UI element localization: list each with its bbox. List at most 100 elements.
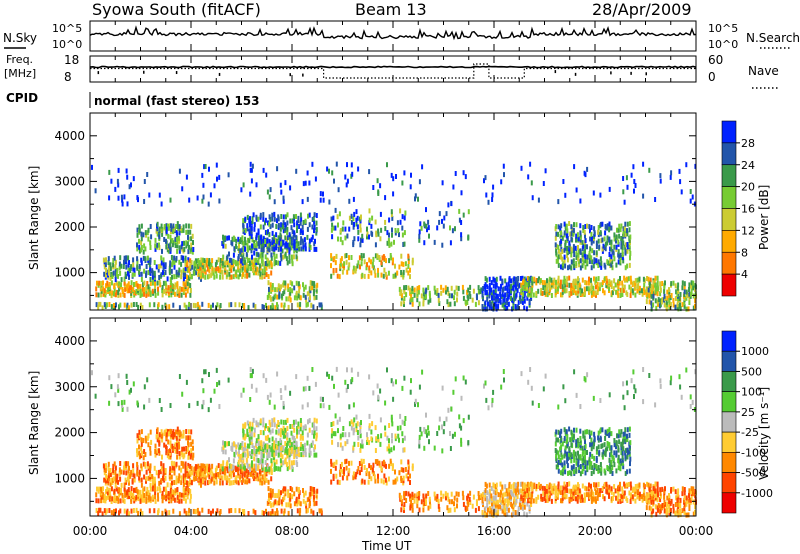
power-cell: [267, 258, 270, 264]
power-cell: [187, 282, 190, 288]
velocity-cell: [112, 463, 115, 469]
velocity-cell: [250, 439, 253, 445]
velocity-cell: [269, 511, 272, 517]
power-cell: [654, 275, 657, 281]
velocity-cell: [492, 482, 495, 488]
velocity-cell: [254, 510, 257, 516]
power-cell: [405, 285, 408, 290]
velocity-cell: [269, 501, 272, 506]
velocity-cell: [138, 454, 141, 460]
power-cell: [403, 170, 406, 176]
power-cell: [404, 210, 407, 216]
power-cell: [149, 266, 152, 272]
power-cell: [389, 253, 392, 258]
velocity-cell: [315, 500, 318, 506]
power-cell: [273, 216, 276, 222]
velocity-cell: [426, 432, 428, 438]
power-cell: [197, 258, 200, 263]
power-cell: [286, 235, 289, 241]
power-cell: [185, 240, 188, 246]
power-cell: [313, 288, 315, 294]
power-cell: [264, 261, 267, 266]
power-cell: [368, 208, 371, 214]
power-cell: [273, 234, 276, 240]
velocity-cell: [435, 496, 438, 502]
velocity-cell: [394, 469, 396, 475]
power-cell: [330, 273, 333, 279]
velocity-cell: [610, 496, 613, 502]
power-cell: [315, 294, 318, 300]
velocity-cell: [255, 451, 258, 457]
nave-trace: [90, 63, 696, 79]
velocity-cell: [521, 501, 524, 507]
velocity-cell: [158, 480, 161, 486]
velocity-cell: [243, 472, 246, 478]
power-cell: [679, 302, 681, 308]
power-cell: [209, 192, 212, 198]
power-cell: [251, 254, 253, 260]
power-cell: [520, 165, 523, 171]
power-cell: [605, 282, 608, 288]
power-cell: [255, 182, 258, 188]
power-cell: [174, 236, 177, 242]
power-cell: [212, 302, 214, 308]
power-cell: [334, 225, 337, 231]
velocity-cell: [555, 464, 558, 470]
power-cell: [164, 270, 167, 275]
velocity-cell: [555, 437, 558, 443]
velocity-cell: [114, 474, 117, 480]
power-cell: [488, 282, 491, 288]
power-cell: [400, 289, 403, 295]
velocity-cell: [108, 508, 111, 513]
power-cell: [603, 236, 606, 242]
velocity-cell: [543, 496, 546, 501]
velocity-cell: [269, 488, 272, 494]
power-cell: [227, 172, 230, 178]
velocity-cell: [462, 495, 465, 501]
velocity-cell: [172, 429, 175, 435]
velocity-cell: [204, 475, 207, 481]
power-cell: [108, 282, 111, 287]
power-cell: [226, 260, 229, 265]
power-cell: [269, 224, 272, 230]
power-cell: [692, 280, 695, 286]
power-cell: [370, 230, 373, 236]
power-cell: [190, 246, 193, 252]
power-cell: [298, 288, 301, 294]
velocity-cell: [267, 434, 269, 440]
power-cell: [208, 268, 211, 274]
velocity-cell: [165, 428, 168, 434]
velocity-cell: [497, 509, 500, 515]
power-cell: [560, 230, 563, 236]
velocity-cell: [301, 430, 304, 436]
velocity-cell: [157, 492, 159, 498]
velocity-cell: [187, 511, 190, 517]
power-cell: [123, 255, 126, 261]
power-cell: [137, 304, 140, 310]
power-cell: [278, 293, 281, 299]
velocity-cell: [284, 427, 287, 433]
velocity-cell: [449, 507, 452, 513]
power-cell: [170, 226, 173, 232]
power-cell: [561, 249, 564, 254]
power-cell: [95, 286, 98, 292]
power-cell: [237, 253, 240, 259]
power-cell: [515, 276, 518, 282]
velocity-cell: [594, 496, 597, 502]
power-cell: [103, 302, 106, 308]
power-cell: [520, 282, 523, 288]
power-cell: [675, 289, 678, 295]
velocity-cell: [310, 508, 313, 514]
velocity-cell: [566, 451, 568, 457]
velocity-cell: [286, 435, 289, 441]
power-cell: [313, 246, 316, 252]
velocity-cell: [481, 510, 484, 515]
power-cell: [656, 280, 659, 286]
power-cell: [249, 167, 252, 173]
velocity-cell: [441, 424, 443, 430]
velocity-cell: [291, 448, 293, 454]
power-cell: [161, 227, 164, 232]
power-cell: [133, 282, 135, 287]
power-cell: [405, 292, 408, 298]
velocity-cell: [427, 491, 430, 496]
